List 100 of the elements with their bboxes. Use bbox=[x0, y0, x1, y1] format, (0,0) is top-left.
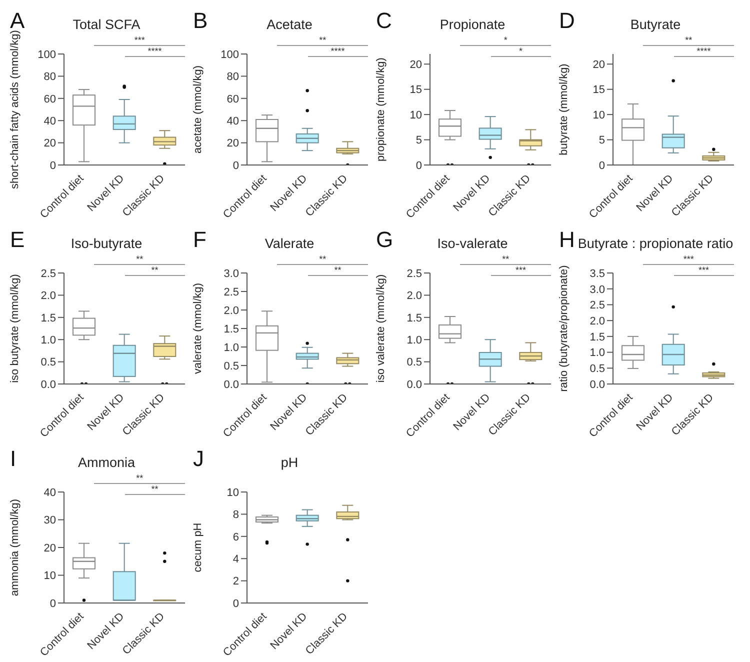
y-tick-label: 0.0 bbox=[224, 378, 239, 391]
y-tick-label: 15 bbox=[410, 84, 422, 96]
chart-title: Butyrate bbox=[629, 17, 682, 32]
annotation: ** bbox=[124, 484, 185, 495]
chart-title: pH bbox=[280, 455, 300, 470]
y-tick-label: 3.0 bbox=[590, 284, 605, 296]
y-tick-label: 1.5 bbox=[406, 312, 422, 324]
y-tick-label: 5 bbox=[416, 134, 422, 147]
y-axis-title: propionate (mmol/kg) bbox=[374, 58, 387, 162]
y-axis-title: ratio (butyrate/propionate) bbox=[558, 265, 570, 392]
y-tick-label: 1.0 bbox=[590, 347, 605, 360]
y-tick-label: 3.5 bbox=[590, 268, 605, 280]
chart-title: Iso-butyrate bbox=[70, 236, 144, 251]
y-tick-label: 5 bbox=[598, 134, 605, 147]
y-tick-label: 1.5 bbox=[40, 312, 56, 324]
y-tick-label: 0 bbox=[416, 160, 422, 172]
y-tick-label: 40 bbox=[44, 116, 56, 128]
y-tick-label: 20 bbox=[44, 138, 56, 150]
y-tick-label: 2.5 bbox=[590, 300, 605, 312]
y-axis-title: iso butyrate (mmol/kg) bbox=[8, 274, 21, 383]
chart-title: Iso-valerate bbox=[437, 236, 508, 251]
y-tick-label: 40 bbox=[226, 116, 239, 128]
chart-title: Butyrate : propionate ratio bbox=[576, 236, 734, 251]
chart-title: Acetate bbox=[266, 17, 314, 32]
annotation: **** bbox=[124, 46, 185, 57]
y-tick-label: 0.0 bbox=[590, 378, 605, 391]
y-tick-label: 80 bbox=[226, 71, 239, 84]
y-tick-label: 15 bbox=[592, 84, 605, 96]
y-tick-label: 100 bbox=[220, 48, 239, 61]
y-tick-label: 2.5 bbox=[224, 286, 239, 298]
text: ** bbox=[94, 473, 185, 484]
y-tick-label: 60 bbox=[226, 93, 239, 106]
y-tick-label: 0 bbox=[50, 598, 56, 610]
y-axis-title: iso valerate (mmol/kg) bbox=[374, 274, 387, 383]
text: *** bbox=[643, 254, 734, 265]
y-tick-label: 20 bbox=[44, 542, 56, 554]
text: *** bbox=[94, 35, 185, 46]
y-tick-label: 80 bbox=[44, 71, 56, 84]
text: ** bbox=[643, 35, 734, 46]
y-tick-label: 40 bbox=[44, 486, 56, 499]
y-tick-label: 10 bbox=[226, 486, 239, 499]
y-tick-label: 0.0 bbox=[406, 378, 422, 391]
annotation: **** bbox=[674, 46, 734, 57]
y-tick-label: 0.0 bbox=[40, 378, 56, 391]
y-tick-label: 2.5 bbox=[406, 268, 422, 280]
y-tick-label: 10 bbox=[592, 109, 605, 122]
y-tick-label: 60 bbox=[44, 93, 56, 106]
y-axis-title: valerate (mmol/kg) bbox=[192, 282, 204, 374]
y-tick-label: 1.5 bbox=[224, 323, 239, 336]
text: F bbox=[193, 227, 206, 253]
y-tick-label: 100 bbox=[38, 48, 56, 61]
text: I bbox=[10, 446, 16, 472]
text: ** bbox=[460, 254, 551, 265]
annotation: ** bbox=[308, 265, 368, 276]
y-tick-label: 1.0 bbox=[40, 334, 56, 347]
y-tick-label: 2 bbox=[232, 576, 239, 588]
chart-title: Total SCFA bbox=[72, 17, 142, 32]
y-tick-label: 20 bbox=[410, 58, 422, 71]
y-tick-label: 2.0 bbox=[406, 290, 422, 302]
y-tick-label: 6 bbox=[232, 531, 239, 544]
y-tick-label: 1.5 bbox=[590, 331, 605, 344]
annotation: ** bbox=[124, 265, 185, 276]
annotation: * bbox=[490, 46, 551, 57]
y-tick-label: 0.5 bbox=[40, 356, 56, 369]
y-tick-label: 4 bbox=[232, 554, 239, 566]
text: ** bbox=[94, 254, 185, 265]
text: ** bbox=[277, 254, 368, 265]
annotation: **** bbox=[308, 46, 368, 57]
y-tick-label: 0 bbox=[232, 598, 239, 610]
y-tick-label: 30 bbox=[44, 514, 56, 527]
annotation: *** bbox=[490, 265, 551, 276]
chart-title: Valerate bbox=[264, 236, 316, 251]
y-tick-label: 2.0 bbox=[224, 304, 239, 317]
y-tick-label: 0 bbox=[50, 160, 56, 172]
y-tick-label: 2.0 bbox=[40, 290, 56, 302]
y-axis-title: cecum pH bbox=[192, 522, 204, 572]
y-tick-label: 0.5 bbox=[590, 363, 605, 376]
y-axis-title: short-chain fatty acids (mmol/kg) bbox=[8, 30, 21, 189]
y-tick-label: 10 bbox=[410, 109, 422, 122]
text: E bbox=[10, 227, 25, 253]
chart-title: Propionate bbox=[438, 17, 506, 32]
y-tick-label: 0.5 bbox=[224, 360, 239, 372]
text: * bbox=[460, 35, 551, 46]
text: D bbox=[559, 8, 575, 34]
y-tick-label: 2.5 bbox=[40, 268, 56, 280]
y-axis-title: butyrate (mmol/kg) bbox=[558, 64, 570, 156]
y-axis-title: acetate (mmol/kg) bbox=[192, 65, 204, 154]
text: C bbox=[376, 8, 392, 34]
chart-title: Ammonia bbox=[76, 455, 136, 470]
y-tick-label: 20 bbox=[592, 58, 605, 71]
y-tick-label: 10 bbox=[44, 570, 56, 582]
text: B bbox=[193, 8, 208, 34]
y-tick-label: 1.0 bbox=[224, 342, 239, 354]
text: H bbox=[559, 227, 575, 253]
text: ** bbox=[277, 35, 368, 46]
y-tick-label: 0.5 bbox=[406, 356, 422, 369]
annotation: *** bbox=[674, 265, 734, 276]
y-tick-label: 2.0 bbox=[590, 315, 605, 328]
y-tick-label: 8 bbox=[232, 509, 239, 522]
y-tick-label: 0 bbox=[598, 160, 605, 172]
